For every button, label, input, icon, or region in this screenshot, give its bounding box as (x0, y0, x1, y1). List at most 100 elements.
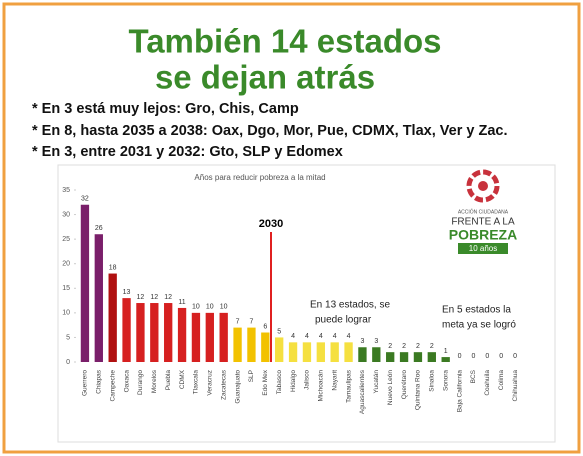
logo-band (458, 243, 508, 254)
bar (358, 347, 367, 362)
logo-text: FRENTE A LA (451, 217, 515, 228)
x-tick-label: Hidalgo (290, 370, 297, 392)
title-line: se dejan atrás (155, 59, 375, 96)
bar (441, 357, 450, 362)
bullet: * En 8, hasta 2035 a 2038: Oax, Dgo, Mor… (32, 123, 507, 139)
y-tick-label: 25 (62, 236, 70, 243)
x-tick-label: Zacatecas (220, 369, 227, 400)
bar (427, 352, 436, 362)
logo-text: 10 años (469, 244, 497, 253)
x-tick-label: Quintana Roo (415, 370, 422, 410)
bar (122, 298, 131, 362)
x-tick-label: Yucatán (373, 370, 380, 394)
x-tick-label: Edo Mex (262, 369, 269, 395)
x-tick-label: Sonora (442, 370, 449, 391)
value-label: 7 (236, 318, 240, 325)
value-label: 4 (319, 333, 323, 340)
annotation: En 5 estados la (442, 305, 511, 316)
value-label: 0 (458, 353, 462, 360)
y-tick-label: 0 (66, 359, 70, 366)
x-tick-label: Morelos (151, 369, 158, 393)
value-label: 0 (499, 353, 503, 360)
value-label: 6 (263, 323, 267, 330)
x-tick-label: Sinaloa (429, 370, 436, 392)
value-label: 10 (220, 304, 228, 311)
x-tick-label: Tamaulipas (345, 369, 352, 403)
chart-frame (57, 164, 556, 443)
value-label: 10 (192, 304, 200, 311)
x-tick-label: Coahuila (484, 370, 491, 396)
x-tick-label: Guanajuato (234, 370, 241, 404)
bar (275, 337, 284, 362)
value-label: 4 (333, 333, 337, 340)
bar (108, 273, 117, 362)
bar (413, 352, 423, 362)
value-label: 10 (206, 304, 214, 311)
value-label: 4 (291, 333, 295, 340)
value-label: 0 (471, 353, 475, 360)
logo-mark (478, 181, 488, 191)
value-label: 2 (430, 343, 434, 350)
value-label: 0 (485, 353, 489, 360)
bar (94, 234, 103, 362)
logo: ACCIÓN CIUDADANA FRENTE A LA POBREZA 10 … (449, 169, 517, 254)
x-tick-label: Tabasco (276, 370, 283, 395)
bar (177, 307, 187, 362)
y-tick-label: 35 (62, 187, 70, 194)
x-tick-label: Aguascalientes (359, 369, 366, 414)
bar (80, 204, 90, 362)
x-tick-label: Guerrero (82, 370, 89, 396)
x-tick-label: BCS (470, 369, 477, 383)
value-label: 12 (150, 294, 158, 301)
bar (191, 312, 201, 362)
annotation: puede lograr (315, 315, 372, 326)
value-label: 3 (374, 338, 378, 345)
bar (288, 342, 298, 362)
value-label: 0 (513, 353, 517, 360)
value-label: 1 (444, 348, 448, 355)
bar (150, 303, 159, 362)
bar (136, 303, 145, 362)
bar (302, 342, 312, 362)
x-tick-label: Puebla (165, 370, 172, 391)
bar (219, 312, 228, 362)
x-tick-label: Michoacán (318, 370, 325, 402)
chart-title: Años para reducir pobreza a la mitad (194, 173, 325, 182)
bar (233, 327, 242, 362)
annotation: meta ya se logró (442, 320, 516, 331)
x-tick-label: Chiapas (96, 369, 103, 394)
x-tick-label: Chihuahua (512, 370, 519, 402)
value-label: 2 (402, 343, 406, 350)
value-label: 18 (109, 264, 117, 271)
y-tick-label: 30 (62, 211, 70, 218)
x-tick-label: Veracruz (207, 370, 214, 396)
value-label: 2 (416, 343, 420, 350)
value-label: 3 (360, 338, 364, 345)
annotation: 2030 (259, 218, 283, 230)
logo-text: ACCIÓN CIUDADANA (458, 208, 509, 215)
y-tick-label: 10 (62, 310, 70, 317)
x-tick-label: CDMX (179, 369, 186, 389)
bar (344, 342, 353, 362)
x-tick-label: Tlaxcala (193, 370, 200, 395)
bar (247, 327, 256, 362)
value-label: 2 (388, 343, 392, 350)
value-label: 12 (164, 294, 172, 301)
y-tick-label: 15 (62, 285, 70, 292)
value-label: 11 (178, 299, 185, 306)
x-tick-label: Campeche (109, 370, 116, 402)
bar (205, 312, 214, 362)
x-tick-label: Nayarit (331, 370, 338, 391)
bar (261, 332, 270, 362)
logo-mark (466, 169, 500, 203)
value-label: 26 (95, 225, 103, 232)
bar (386, 352, 395, 362)
x-tick-label: Nuevo León (387, 370, 394, 405)
x-tick-label: Querétaro (401, 370, 408, 400)
value-label: 12 (137, 294, 145, 301)
x-tick-label: Jalisco (304, 370, 311, 390)
value-label: 5 (277, 328, 281, 335)
annotation: En 13 estados, se (310, 300, 390, 311)
